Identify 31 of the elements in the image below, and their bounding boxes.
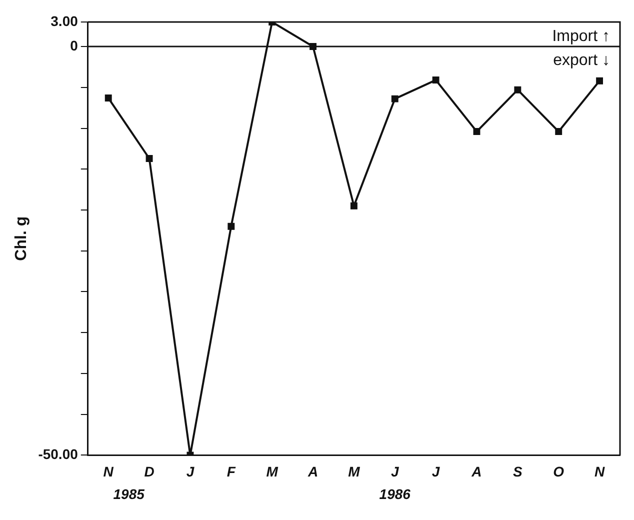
point bbox=[228, 222, 235, 230]
annotation: Import ↑ bbox=[552, 28, 610, 45]
x-tick-label: F bbox=[226, 463, 236, 480]
point bbox=[555, 128, 562, 135]
point bbox=[391, 95, 398, 102]
y-axis-title: Chl. g bbox=[13, 216, 30, 261]
x-tick-label: A bbox=[470, 463, 482, 480]
x-tick-label: D bbox=[144, 463, 154, 480]
x-tick-label: S bbox=[513, 463, 523, 480]
text: 1985 bbox=[113, 486, 145, 502]
point bbox=[432, 76, 440, 84]
point bbox=[350, 202, 358, 210]
point bbox=[146, 155, 153, 162]
annotation: export ↓ bbox=[553, 52, 610, 69]
y-tick-label: -50.00 bbox=[38, 446, 78, 462]
x-tick-label: M bbox=[348, 463, 360, 480]
x-tick-label: N bbox=[594, 463, 606, 480]
point bbox=[473, 128, 480, 135]
x-tick-label: J bbox=[186, 463, 196, 480]
x-tick-label: J bbox=[432, 463, 441, 480]
x-tick-label: N bbox=[103, 463, 114, 480]
y-tick-label: 3.00 bbox=[50, 12, 78, 29]
point bbox=[596, 77, 604, 84]
point bbox=[514, 86, 522, 94]
x-tick-label: A bbox=[306, 463, 318, 480]
x-tick-label: O bbox=[553, 463, 564, 480]
text: 1986 bbox=[379, 486, 411, 502]
point bbox=[104, 94, 112, 102]
x-tick-label: M bbox=[266, 463, 278, 480]
y-tick-label: 0 bbox=[70, 37, 78, 54]
x-tick-label: J bbox=[390, 463, 400, 480]
